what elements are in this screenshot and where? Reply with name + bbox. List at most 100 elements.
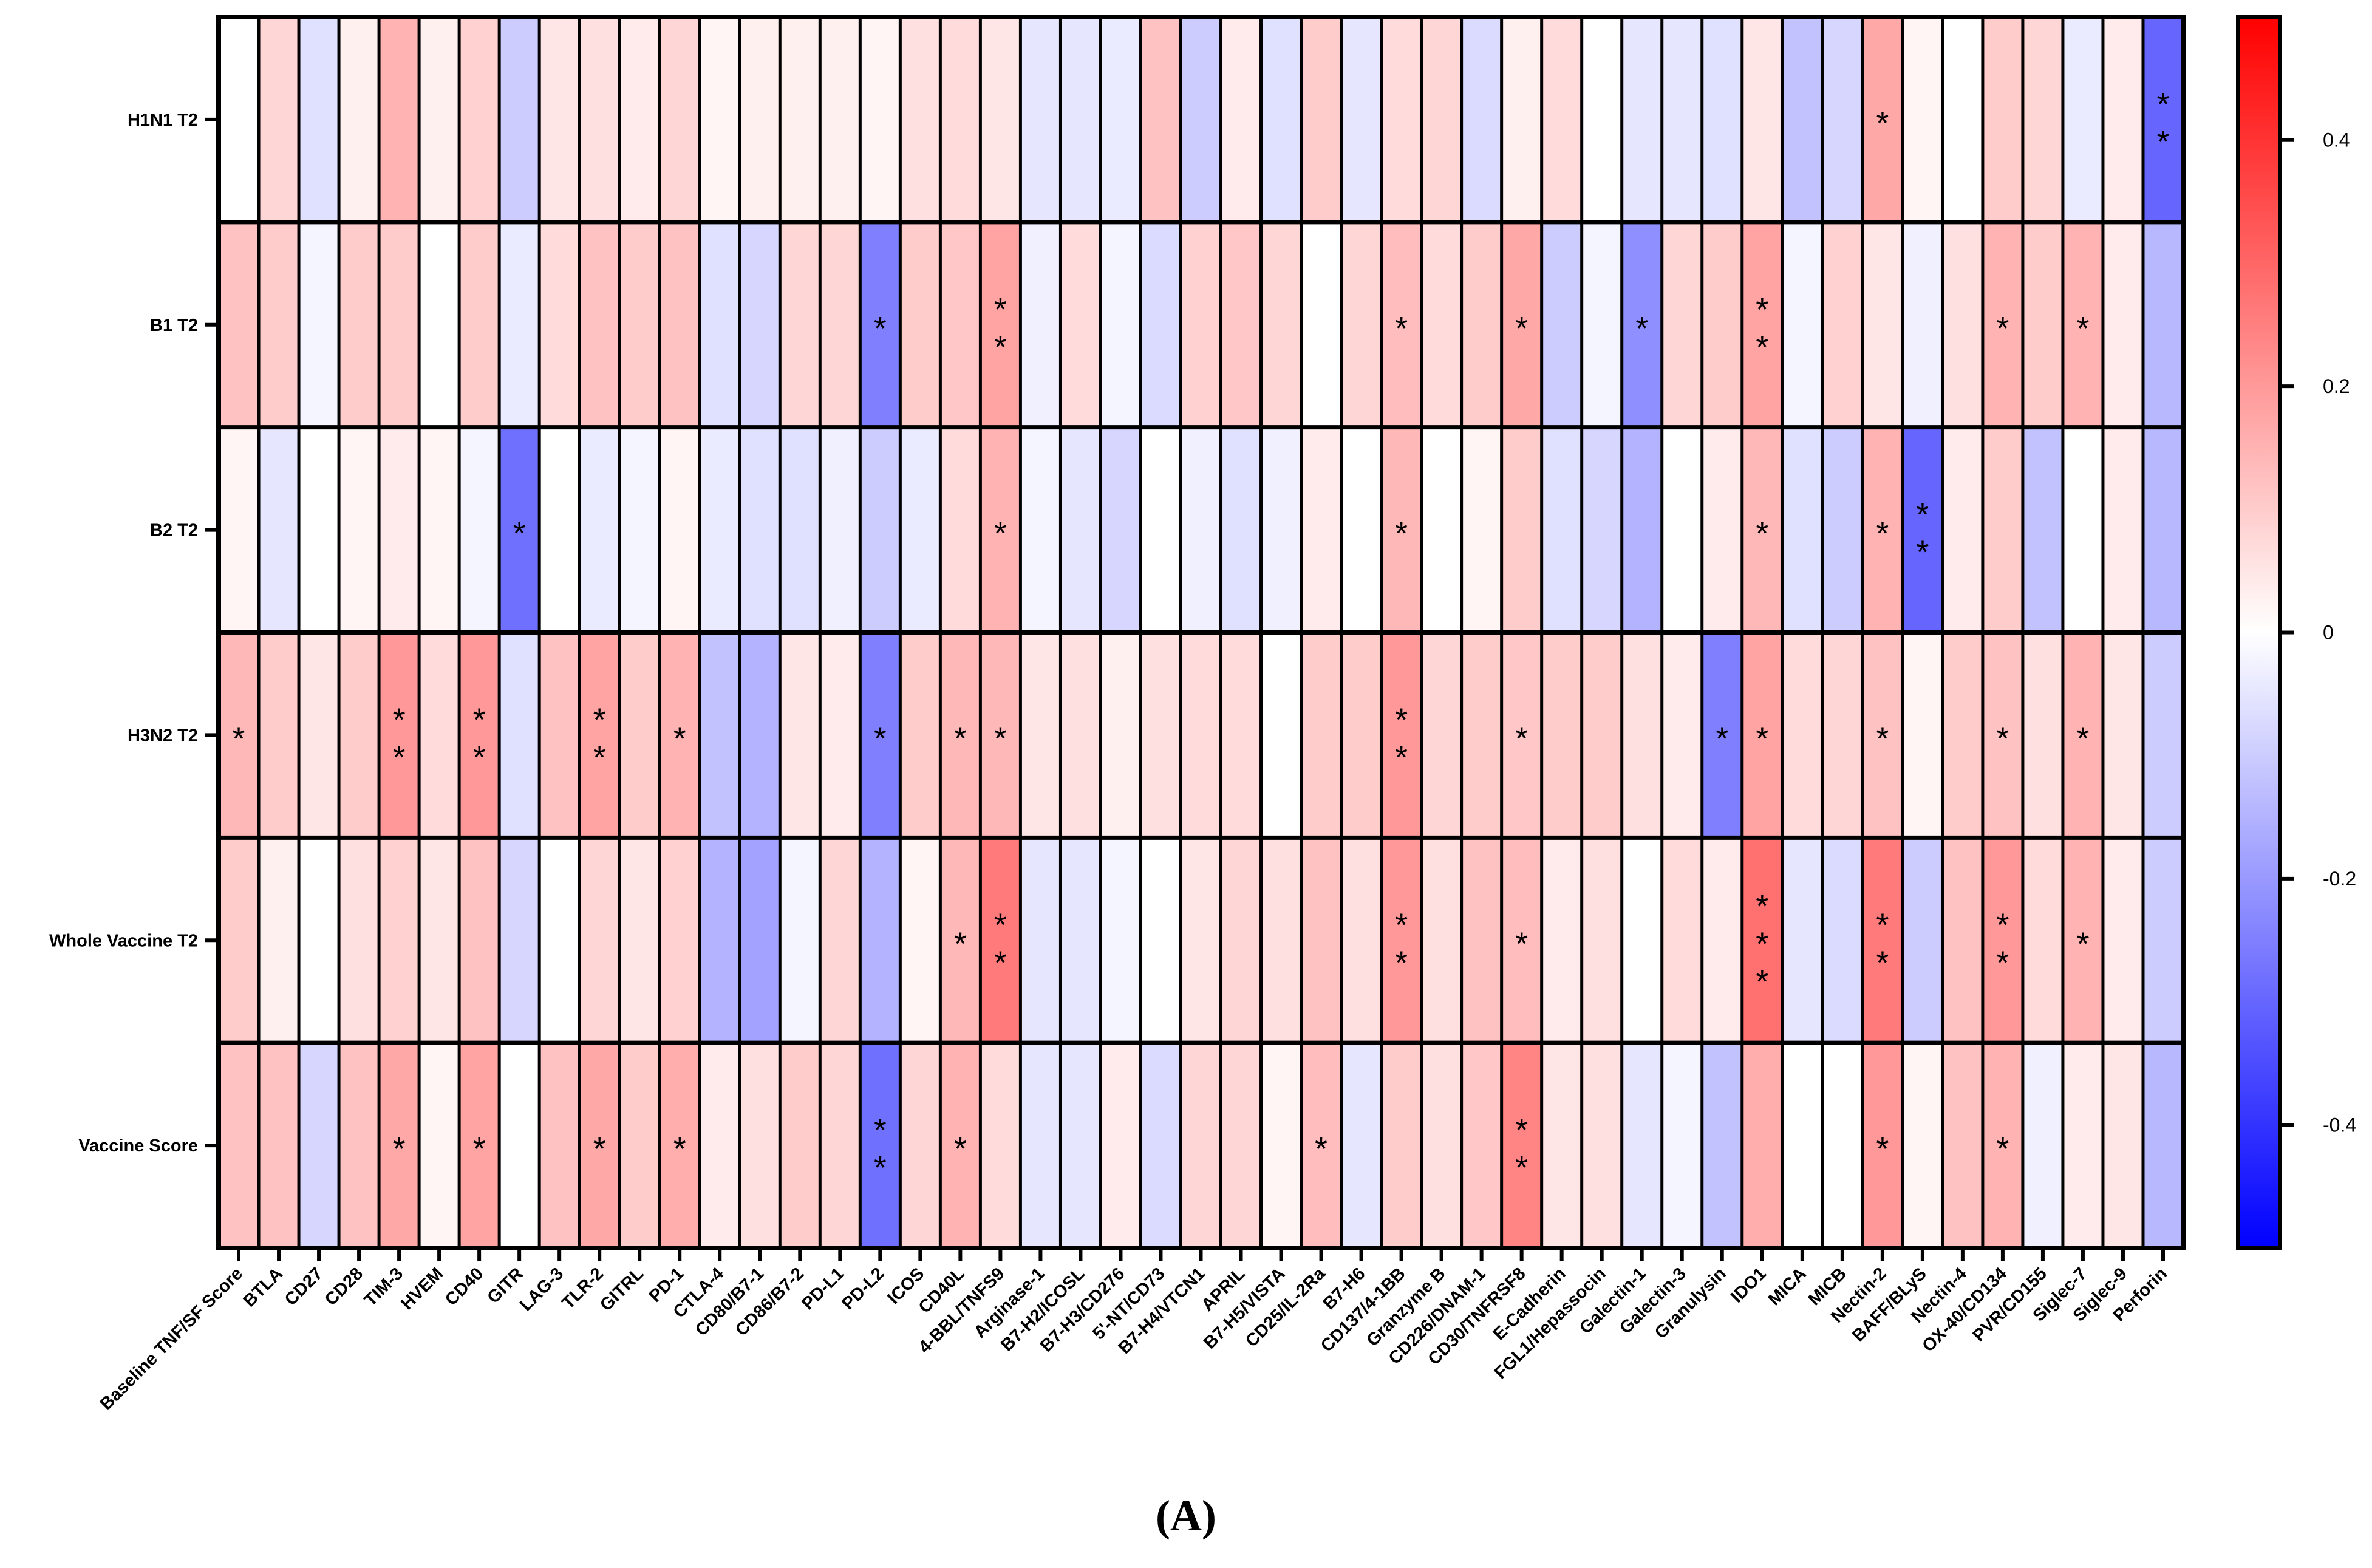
heatmap-cell xyxy=(619,427,660,633)
heatmap-cell xyxy=(2022,222,2063,428)
heatmap-cell xyxy=(1822,632,1862,838)
heatmap-cell xyxy=(2062,632,2103,838)
heatmap-cell xyxy=(740,222,780,428)
significance-star: * xyxy=(1756,963,1768,1000)
heatmap-cell xyxy=(1501,427,1542,633)
heatmap-cell xyxy=(2102,632,2143,838)
heatmap-cell xyxy=(1621,837,1662,1043)
significance-star: * xyxy=(1515,1112,1528,1148)
heatmap-cell xyxy=(1181,632,1221,838)
heatmap-cell xyxy=(740,17,780,222)
heatmap-cell xyxy=(1581,1043,1622,1248)
heatmap-cell xyxy=(2022,17,2063,222)
significance-star: * xyxy=(473,1131,486,1167)
heatmap-cell xyxy=(659,837,700,1043)
column-label: Baseline TNF/SF Score xyxy=(97,1264,247,1414)
heatmap-cell xyxy=(499,837,540,1043)
significance-star: * xyxy=(1315,1131,1327,1167)
heatmap-cell xyxy=(1461,837,1502,1043)
significance-star: * xyxy=(874,310,887,347)
heatmap-cell xyxy=(499,1043,540,1248)
heatmap-cell xyxy=(459,427,500,633)
significance-star: * xyxy=(2076,720,2089,757)
heatmap-cell xyxy=(940,837,981,1043)
heatmap-cell xyxy=(1020,1043,1061,1248)
heatmap-cell xyxy=(780,632,820,838)
heatmap-cell xyxy=(1782,1043,1822,1248)
heatmap-cell xyxy=(1742,222,1782,428)
significance-star: * xyxy=(393,739,406,775)
heatmap-cell xyxy=(1381,222,1422,428)
significance-star: * xyxy=(1996,720,2009,757)
heatmap-cell xyxy=(579,837,620,1043)
heatmap-cell xyxy=(2102,837,2143,1043)
significance-star: * xyxy=(593,739,606,775)
heatmap-cell xyxy=(700,1043,740,1248)
significance-star: * xyxy=(1876,1131,1889,1167)
significance-star: * xyxy=(513,516,526,552)
heatmap-cell xyxy=(1621,17,1662,222)
significance-star: * xyxy=(2156,124,2169,160)
heatmap-cell xyxy=(1261,17,1301,222)
significance-marks: ******* * **** ** * * * *********** * * **** * * * * **… xyxy=(233,86,2170,1186)
significance-star: * xyxy=(1395,701,1408,738)
heatmap-cell xyxy=(1261,632,1301,838)
heatmap-cell xyxy=(1100,837,1141,1043)
heatmap-cell xyxy=(339,222,380,428)
heatmap-cell xyxy=(2022,632,2063,838)
heatmap-cell xyxy=(1060,1043,1101,1248)
heatmap-cell xyxy=(459,837,500,1043)
heatmap-cell xyxy=(1581,427,1622,633)
heatmap-cell xyxy=(299,427,339,633)
heatmap-cell xyxy=(1060,222,1101,428)
heatmap-cell xyxy=(900,1043,941,1248)
heatmap-cell xyxy=(780,837,820,1043)
heatmap-cell xyxy=(1541,427,1582,633)
heatmap-cell xyxy=(1181,837,1221,1043)
heatmap-cell xyxy=(1461,632,1502,838)
heatmap-cell xyxy=(419,837,460,1043)
heatmap-cell xyxy=(1501,632,1542,838)
heatmap-cell xyxy=(2142,632,2183,838)
heatmap-cell xyxy=(1782,427,1822,633)
heatmap-cell xyxy=(1501,17,1542,222)
heatmap-cell xyxy=(1421,1043,1462,1248)
heatmap-cell xyxy=(2022,837,2063,1043)
heatmap-cell xyxy=(1541,837,1582,1043)
heatmap-cell xyxy=(1261,837,1301,1043)
heatmap-cell xyxy=(2062,222,2103,428)
heatmap-cell xyxy=(1421,222,1462,428)
heatmap-cell xyxy=(1301,632,1341,838)
heatmap-cell xyxy=(1100,427,1141,633)
heatmap-cell xyxy=(1782,222,1822,428)
heatmap-cell xyxy=(1140,222,1181,428)
column-label: BTLA xyxy=(240,1264,287,1311)
heatmap-cell xyxy=(259,17,299,222)
heatmap-cell xyxy=(740,1043,780,1248)
heatmap-cell xyxy=(379,632,420,838)
significance-star: * xyxy=(1876,105,1889,141)
heatmap-cell xyxy=(1862,222,1903,428)
significance-star: * xyxy=(874,1150,887,1186)
significance-star: * xyxy=(2076,310,2089,347)
heatmap-cell xyxy=(2062,17,2103,222)
heatmap-cell xyxy=(1421,427,1462,633)
heatmap-cell xyxy=(1742,17,1782,222)
heatmap-cell xyxy=(659,222,700,428)
heatmap-cell xyxy=(1461,1043,1502,1248)
heatmap-cell xyxy=(900,632,941,838)
heatmap-cell xyxy=(1181,222,1221,428)
heatmap-cell xyxy=(900,837,941,1043)
heatmap-cell xyxy=(740,632,780,838)
colorbar-gradient xyxy=(2236,15,2282,1250)
heatmap-cell xyxy=(1621,1043,1662,1248)
row-label: Vaccine Score xyxy=(78,1136,198,1156)
heatmap-cell xyxy=(1822,1043,1862,1248)
heatmap-cell xyxy=(1221,632,1261,838)
heatmap-cell xyxy=(1902,222,1943,428)
heatmap-cell xyxy=(1942,222,1983,428)
significance-star: * xyxy=(233,720,245,757)
heatmap-cell xyxy=(1221,1043,1261,1248)
heatmap-cell xyxy=(1381,1043,1422,1248)
heatmap-cell xyxy=(299,837,339,1043)
